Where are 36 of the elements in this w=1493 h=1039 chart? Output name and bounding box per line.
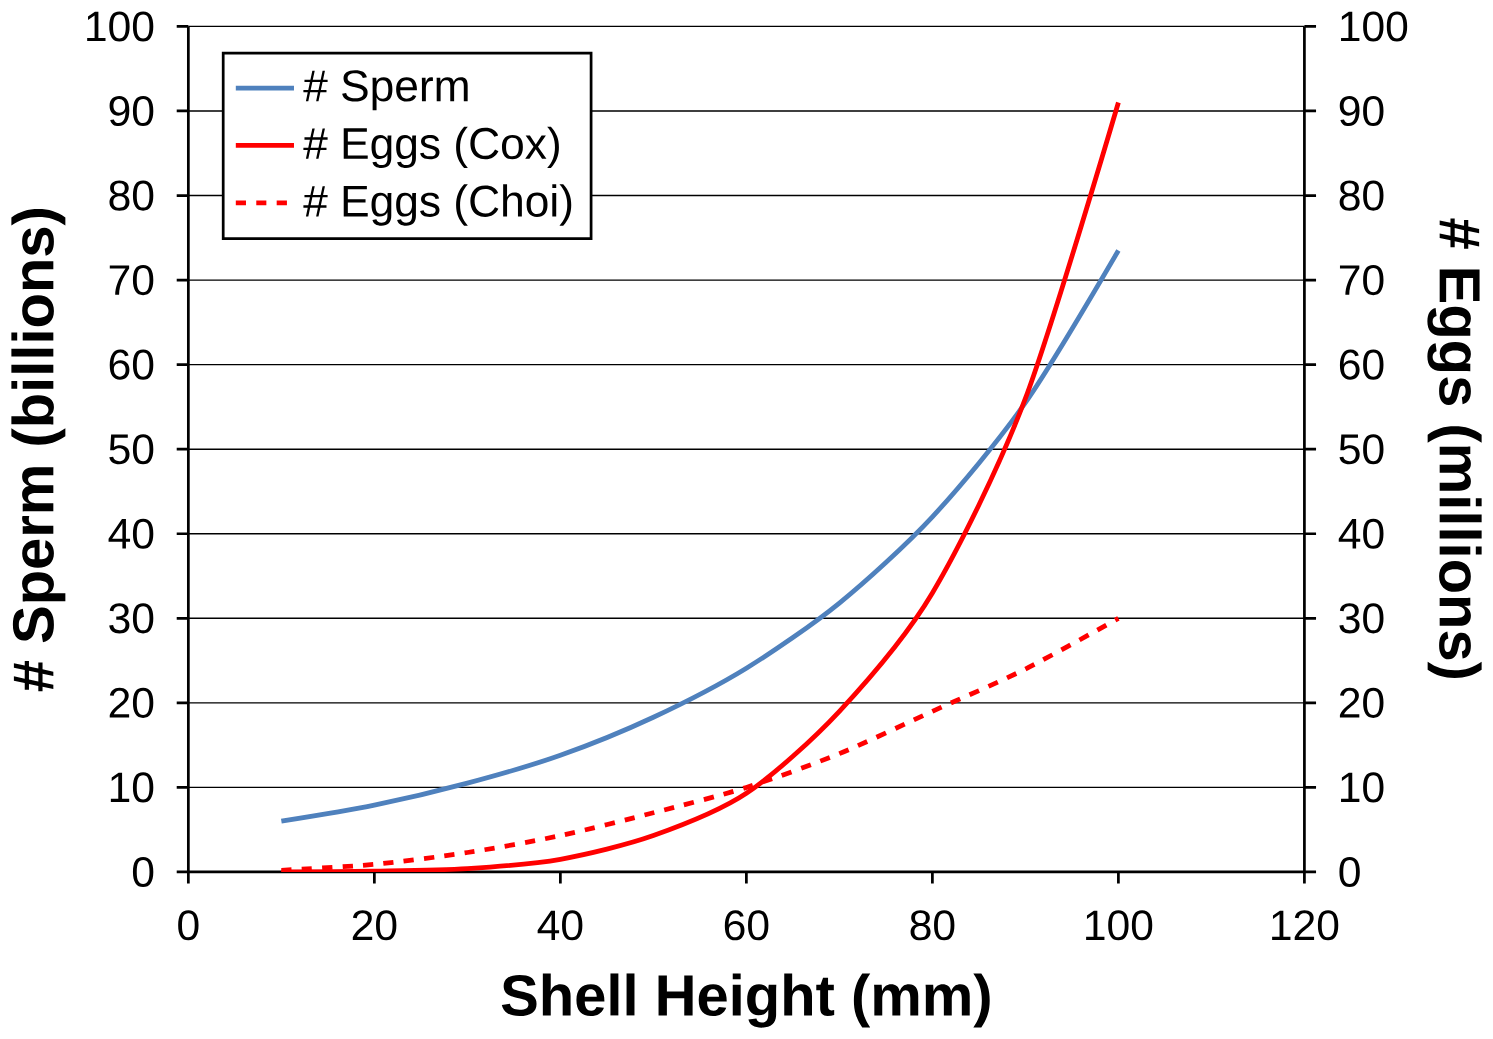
- x-tick-label: 0: [178, 910, 199, 941]
- y-tick-label: 100: [87, 11, 154, 42]
- x-axis-title: Shell Height (mm): [501, 973, 990, 1028]
- x-tick-label: 100: [1086, 910, 1153, 941]
- y-tick-label: 10: [110, 772, 154, 803]
- x-tick-label: 20: [352, 910, 397, 941]
- legend-label: # Eggs (Cox): [303, 126, 559, 168]
- y2-tick-label: 90: [1339, 95, 1384, 127]
- y-tick-label: 0: [132, 856, 154, 888]
- x-tick-label: 40: [537, 910, 583, 941]
- y2-tick-label: 40: [1338, 518, 1384, 549]
- legend-label: # Sperm: [303, 70, 468, 111]
- y-tick-label: 40: [108, 518, 154, 549]
- y-axis-title: # Sperm (billions): [11, 209, 66, 692]
- legend-label: # Eggs (Choi): [303, 184, 572, 226]
- y-tick-label: 30: [109, 603, 154, 634]
- y-tick-label: 80: [109, 180, 154, 211]
- y2-tick-label: 80: [1339, 180, 1384, 211]
- y2-tick-label: 50: [1339, 434, 1384, 465]
- y2-axis-title: # Eggs (millions): [1427, 218, 1482, 679]
- y2-tick-label: 100: [1341, 11, 1408, 42]
- x-tick-label: 60: [724, 910, 769, 941]
- x-tick-label: 120: [1272, 910, 1339, 941]
- y2-tick-label: 0: [1339, 856, 1360, 888]
- y2-tick-label: 30: [1339, 603, 1384, 634]
- y-tick-label: 70: [109, 265, 154, 296]
- line-series: [278, 248, 1121, 824]
- y2-tick-label: 70: [1339, 265, 1384, 296]
- y2-tick-label: 20: [1339, 687, 1384, 718]
- y-tick-label: 60: [109, 349, 154, 380]
- y2-tick-label: 60: [1339, 349, 1384, 380]
- y-tick-label: 20: [109, 687, 154, 718]
- x-tick-label: 80: [910, 910, 955, 941]
- y2-tick-label: 10: [1341, 772, 1384, 803]
- y-tick-label: 90: [109, 95, 154, 127]
- y-tick-label: 50: [109, 434, 154, 465]
